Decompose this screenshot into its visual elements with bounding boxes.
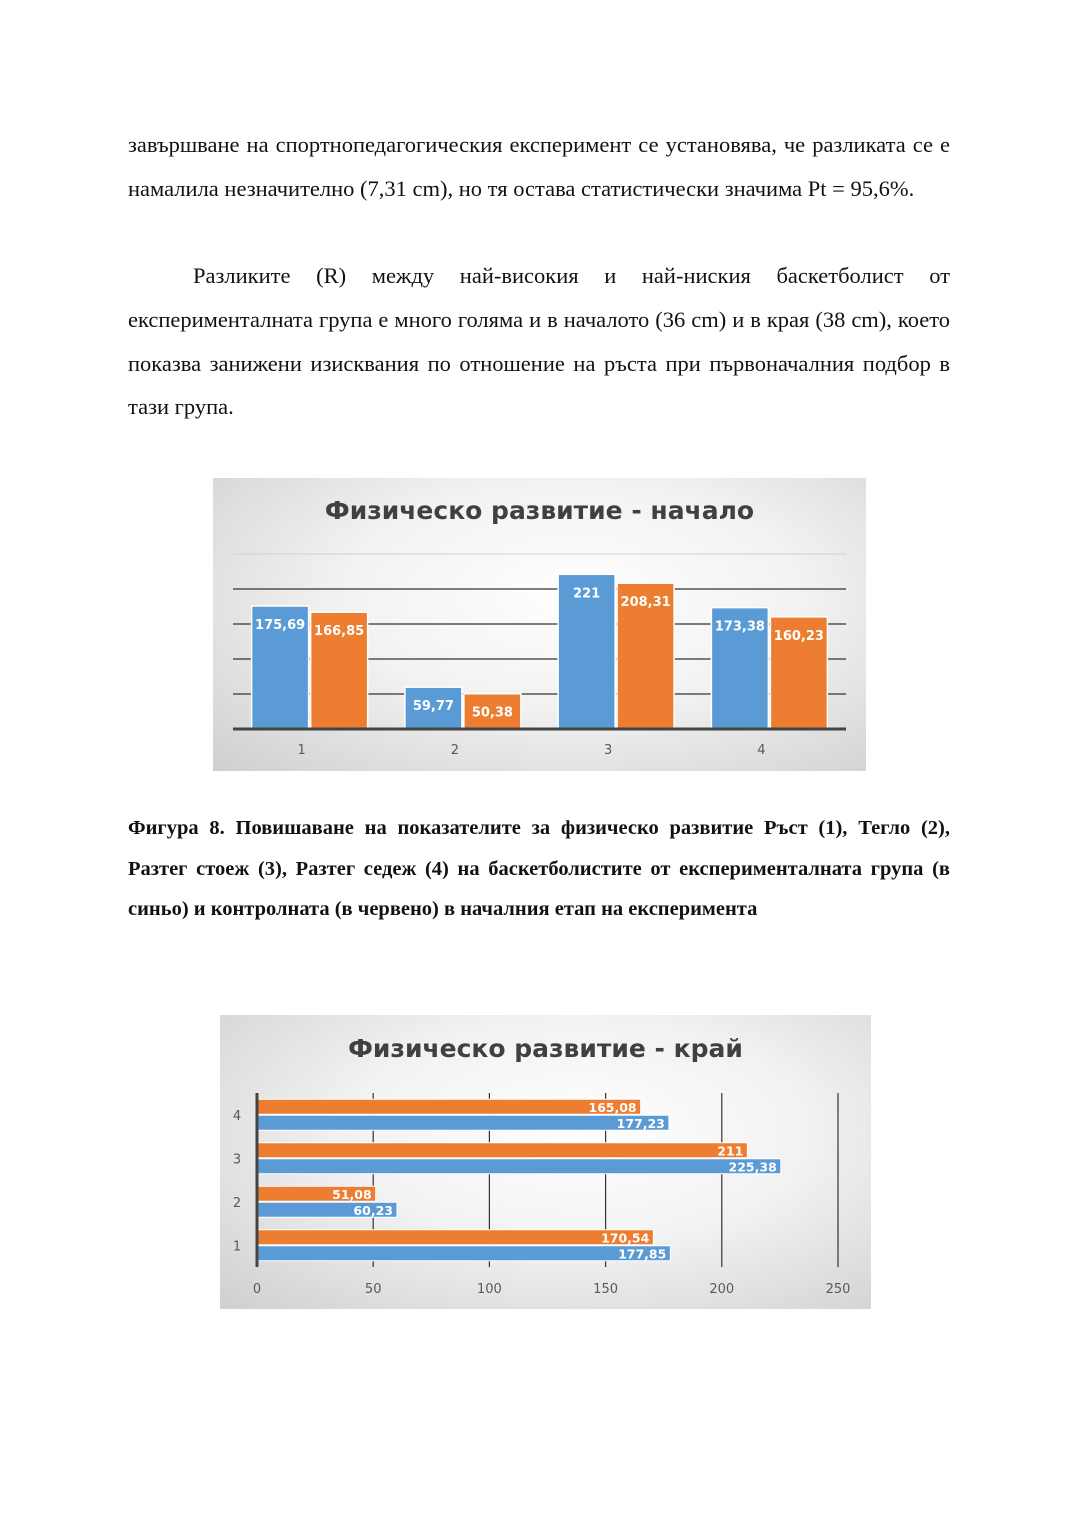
x-tick-label: 150 bbox=[593, 1282, 618, 1297]
figure-caption: Фигура 8. Повишаване на показателите за … bbox=[128, 817, 950, 921]
x-tick-label: 100 bbox=[477, 1282, 502, 1297]
bar bbox=[463, 692, 522, 730]
bar bbox=[710, 606, 770, 730]
x-tick-label: 3 bbox=[604, 743, 612, 758]
bar bbox=[256, 1158, 782, 1175]
data-label: 170,54 bbox=[601, 1230, 650, 1245]
chart-end: Физическо развитие - край 0 50 100 150 200 25… bbox=[220, 1015, 871, 1309]
body-paragraph-1: завършване на спортнопедагогическия експ… bbox=[128, 132, 950, 201]
data-label: 221 bbox=[573, 586, 600, 601]
data-label: 60,23 bbox=[353, 1203, 393, 1218]
x-tick-label: 50 bbox=[365, 1282, 382, 1297]
bar bbox=[250, 605, 310, 730]
bar bbox=[769, 616, 829, 730]
chart-title: Физическо развитие - край bbox=[348, 1034, 743, 1063]
data-label: 166,85 bbox=[314, 624, 364, 639]
y-tick-label: 3 bbox=[233, 1152, 241, 1167]
x-tick-label: 4 bbox=[757, 743, 765, 758]
data-label: 165,08 bbox=[588, 1100, 636, 1115]
body-paragraph-2: Разликите (R) между най-високия и най-ни… bbox=[128, 263, 950, 420]
x-tick-label: 200 bbox=[709, 1282, 734, 1297]
x-tick-label: 2 bbox=[451, 743, 459, 758]
chart-start: Физическо развитие - начало 175,69 166,85… bbox=[213, 478, 866, 771]
data-label: 59,77 bbox=[413, 699, 454, 714]
data-label: 177,23 bbox=[617, 1116, 665, 1131]
bar bbox=[256, 1142, 748, 1159]
data-label: 51,08 bbox=[332, 1187, 372, 1202]
data-label: 211 bbox=[717, 1143, 743, 1158]
bar bbox=[256, 1229, 654, 1246]
y-tick-label: 1 bbox=[233, 1239, 241, 1254]
chart-title: Физическо развитие - начало bbox=[324, 496, 755, 525]
data-label: 160,23 bbox=[774, 629, 824, 644]
data-label: 177,85 bbox=[618, 1246, 666, 1261]
y-tick-label: 4 bbox=[233, 1109, 241, 1124]
bar bbox=[256, 1098, 642, 1115]
x-tick-label: 1 bbox=[297, 743, 305, 758]
data-label: 173,38 bbox=[715, 620, 765, 635]
data-label: 225,38 bbox=[729, 1159, 777, 1174]
y-tick-label: 2 bbox=[233, 1196, 241, 1211]
bar bbox=[404, 686, 463, 730]
data-label: 208,31 bbox=[621, 595, 671, 610]
chart-start-plot: 175,69 166,85 1 59,77 50,38 2 221 208,31 3 173,38… bbox=[233, 553, 846, 758]
x-tick-label: 250 bbox=[826, 1282, 851, 1297]
x-tick-label: 0 bbox=[253, 1282, 261, 1297]
bar bbox=[256, 1245, 671, 1262]
data-label: 50,38 bbox=[472, 706, 513, 721]
bar bbox=[557, 573, 616, 730]
bar bbox=[616, 582, 675, 730]
bar bbox=[256, 1114, 670, 1131]
data-label: 175,69 bbox=[255, 618, 305, 633]
